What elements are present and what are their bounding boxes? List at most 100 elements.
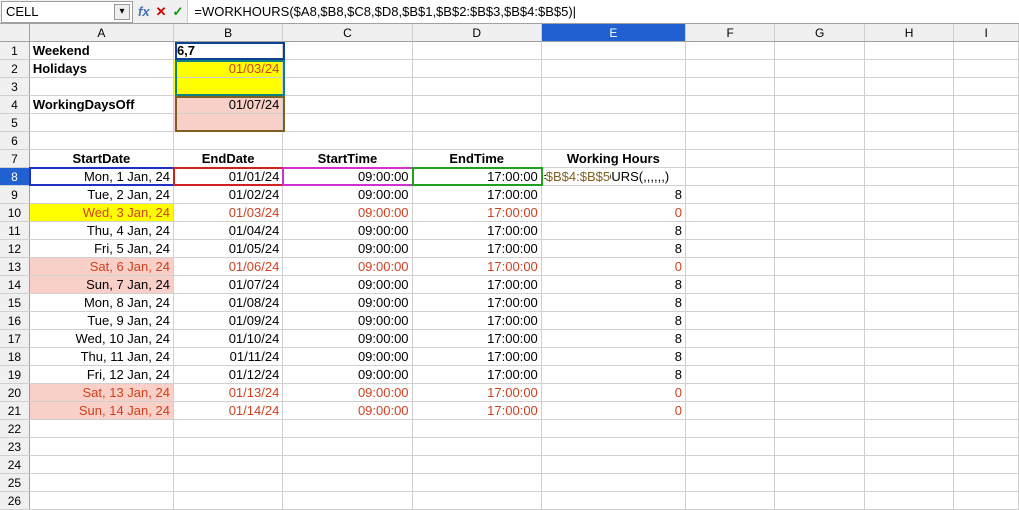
cell-h16[interactable] [865,312,954,329]
cell-f7[interactable] [686,150,775,167]
cell-f22[interactable] [686,420,775,437]
cell-f3[interactable] [686,78,775,95]
cell-i24[interactable] [954,456,1019,473]
cell-b1[interactable]: 6,7 [174,42,283,59]
cell-a10[interactable]: Wed, 3 Jan, 24 [30,204,174,221]
cell-b19[interactable]: 01/12/24 [174,366,283,383]
cell-c8[interactable]: 09:00:00 [283,168,412,185]
column-header-b[interactable]: B [174,24,283,41]
cell-a18[interactable]: Thu, 11 Jan, 24 [30,348,174,365]
cell-e25[interactable] [542,474,686,491]
cell-d9[interactable]: 17:00:00 [413,186,542,203]
cell-c18[interactable]: 09:00:00 [283,348,412,365]
cell-a24[interactable] [30,456,174,473]
cell-g4[interactable] [775,96,864,113]
cell-b18[interactable]: 01/11/24 [174,348,283,365]
cell-f17[interactable] [686,330,775,347]
cell-h20[interactable] [865,384,954,401]
cell-f13[interactable] [686,258,775,275]
row-header-21[interactable]: 21 [0,402,30,419]
cell-h21[interactable] [865,402,954,419]
row-header-14[interactable]: 14 [0,276,30,293]
cell-c12[interactable]: 09:00:00 [283,240,412,257]
fx-icon[interactable]: fx [138,4,150,19]
cell-i12[interactable] [954,240,1019,257]
cell-c25[interactable] [283,474,412,491]
cell-c23[interactable] [283,438,412,455]
cell-a5[interactable] [30,114,174,131]
cell-f20[interactable] [686,384,775,401]
cell-a13[interactable]: Sat, 6 Jan, 24 [30,258,174,275]
cell-i5[interactable] [954,114,1019,131]
row-header-13[interactable]: 13 [0,258,30,275]
cell-d6[interactable] [413,132,542,149]
cell-a9[interactable]: Tue, 2 Jan, 24 [30,186,174,203]
cell-e15[interactable]: 8 [542,294,686,311]
cell-d7[interactable]: EndTime [413,150,542,167]
cell-a21[interactable]: Sun, 14 Jan, 24 [30,402,174,419]
cell-d2[interactable] [413,60,542,77]
cell-b14[interactable]: 01/07/24 [174,276,283,293]
row-header-7[interactable]: 7 [0,150,30,167]
cell-g22[interactable] [775,420,864,437]
cell-h17[interactable] [865,330,954,347]
cell-c24[interactable] [283,456,412,473]
row-header-9[interactable]: 9 [0,186,30,203]
cell-i2[interactable] [954,60,1019,77]
cell-i1[interactable] [954,42,1019,59]
cell-e8[interactable]: =WORKHOURS($A8,$B8,$C8,$D8,$B$1,$B$2:$B$… [542,168,686,185]
cell-c1[interactable] [283,42,412,59]
row-header-5[interactable]: 5 [0,114,30,131]
cell-e12[interactable]: 8 [542,240,686,257]
cell-i10[interactable] [954,204,1019,221]
cell-g15[interactable] [775,294,864,311]
cell-c19[interactable]: 09:00:00 [283,366,412,383]
cell-c11[interactable]: 09:00:00 [283,222,412,239]
cell-e9[interactable]: 8 [542,186,686,203]
cell-h18[interactable] [865,348,954,365]
cell-i6[interactable] [954,132,1019,149]
cell-g11[interactable] [775,222,864,239]
cell-e4[interactable] [542,96,686,113]
cell-i26[interactable] [954,492,1019,509]
cell-c9[interactable]: 09:00:00 [283,186,412,203]
cell-a12[interactable]: Fri, 5 Jan, 24 [30,240,174,257]
cell-e24[interactable] [542,456,686,473]
cell-d8[interactable]: 17:00:00 [413,168,542,185]
cell-i21[interactable] [954,402,1019,419]
cell-f1[interactable] [686,42,775,59]
cell-g1[interactable] [775,42,864,59]
cell-a20[interactable]: Sat, 13 Jan, 24 [30,384,174,401]
cell-i15[interactable] [954,294,1019,311]
cell-b23[interactable] [174,438,283,455]
cell-g23[interactable] [775,438,864,455]
cell-g24[interactable] [775,456,864,473]
cell-g20[interactable] [775,384,864,401]
cell-a16[interactable]: Tue, 9 Jan, 24 [30,312,174,329]
cell-c4[interactable] [283,96,412,113]
cell-b21[interactable]: 01/14/24 [174,402,283,419]
cell-i17[interactable] [954,330,1019,347]
cell-c13[interactable]: 09:00:00 [283,258,412,275]
cell-h19[interactable] [865,366,954,383]
cell-c20[interactable]: 09:00:00 [283,384,412,401]
cell-a15[interactable]: Mon, 8 Jan, 24 [30,294,174,311]
cell-g5[interactable] [775,114,864,131]
cell-b20[interactable]: 01/13/24 [174,384,283,401]
cell-h24[interactable] [865,456,954,473]
cell-b25[interactable] [174,474,283,491]
column-header-g[interactable]: G [775,24,864,41]
cell-h8[interactable] [865,168,954,185]
cell-d11[interactable]: 17:00:00 [413,222,542,239]
cell-a1[interactable]: Weekend [30,42,174,59]
cell-b2[interactable]: 01/03/24 [174,60,283,77]
cell-c7[interactable]: StartTime [283,150,412,167]
cell-i20[interactable] [954,384,1019,401]
cell-e1[interactable] [542,42,686,59]
cell-e11[interactable]: 8 [542,222,686,239]
cell-f19[interactable] [686,366,775,383]
cell-h22[interactable] [865,420,954,437]
cell-a19[interactable]: Fri, 12 Jan, 24 [30,366,174,383]
cell-i14[interactable] [954,276,1019,293]
cell-c2[interactable] [283,60,412,77]
